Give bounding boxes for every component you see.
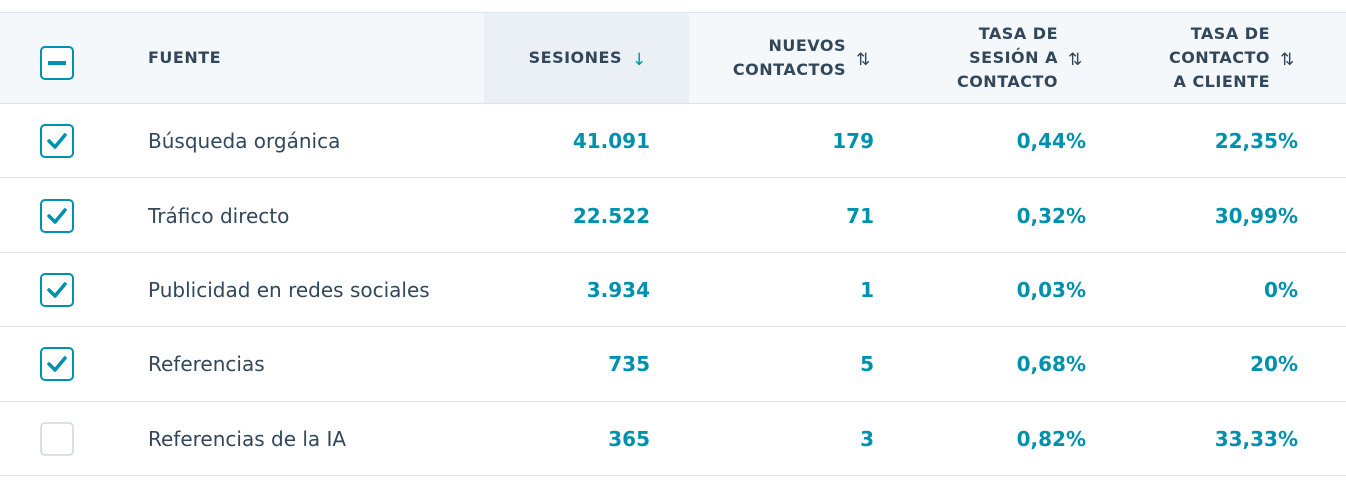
row-checkbox[interactable]	[40, 273, 74, 307]
metric-value: 1	[860, 278, 874, 302]
metric-value: 22.522	[572, 203, 650, 228]
metric-value: 0,44%	[1016, 129, 1086, 154]
metric-value: 3.934	[586, 278, 650, 302]
column-header[interactable]: FUENTE	[148, 48, 222, 67]
metric-value: 365	[608, 426, 650, 451]
row-checkbox[interactable]	[40, 198, 74, 233]
metric-value: 33,33%	[1214, 426, 1298, 451]
table-row	[0, 327, 1346, 402]
metric-value: 179	[832, 129, 874, 154]
metric-value: 5	[860, 352, 874, 377]
metric-value: 20%	[1250, 352, 1298, 377]
table-row	[0, 178, 1346, 253]
metric-value: 41.091	[572, 129, 650, 154]
row-checkbox[interactable]	[40, 124, 74, 159]
column-header[interactable]: SESIONES	[528, 48, 622, 67]
table-row	[0, 253, 1346, 328]
column-header[interactable]: TASA DE CONTACTO A CLIENTE	[1168, 24, 1270, 91]
source-name: Referencias de la IA	[148, 426, 347, 451]
metric-value: 3	[860, 426, 874, 451]
column-header[interactable]: TASA DE SESIÓN A CONTACTO	[956, 24, 1058, 91]
sort-icon[interactable]: ↓	[632, 50, 647, 70]
select-all-checkbox[interactable]	[40, 46, 74, 80]
source-name: Tráfico directo	[148, 203, 290, 228]
metric-value: 0,68%	[1016, 352, 1086, 377]
source-name: Referencias	[148, 352, 265, 377]
metric-value: 0%	[1264, 278, 1298, 302]
table-row	[0, 402, 1346, 476]
metric-value: 22,35%	[1214, 129, 1298, 154]
source-name: Publicidad en redes sociales	[148, 278, 430, 302]
sorted-column-bg	[484, 13, 689, 103]
metric-value: 30,99%	[1214, 203, 1298, 228]
metric-value: 0,03%	[1016, 278, 1086, 302]
metric-value: 71	[846, 203, 874, 228]
metric-value: 0,82%	[1016, 426, 1086, 451]
table-row	[0, 104, 1346, 179]
metric-value: 0,32%	[1016, 203, 1086, 228]
sort-icon[interactable]: ⇅	[856, 50, 871, 70]
metric-value: 735	[608, 352, 650, 377]
source-name: Búsqueda orgánica	[148, 129, 341, 154]
row-checkbox[interactable]	[40, 347, 74, 382]
column-header[interactable]: NUEVOS CONTACTOS	[732, 36, 846, 79]
sort-icon[interactable]: ⇅	[1280, 50, 1295, 70]
row-checkbox[interactable]	[40, 422, 74, 456]
sort-icon[interactable]: ⇅	[1068, 50, 1083, 70]
